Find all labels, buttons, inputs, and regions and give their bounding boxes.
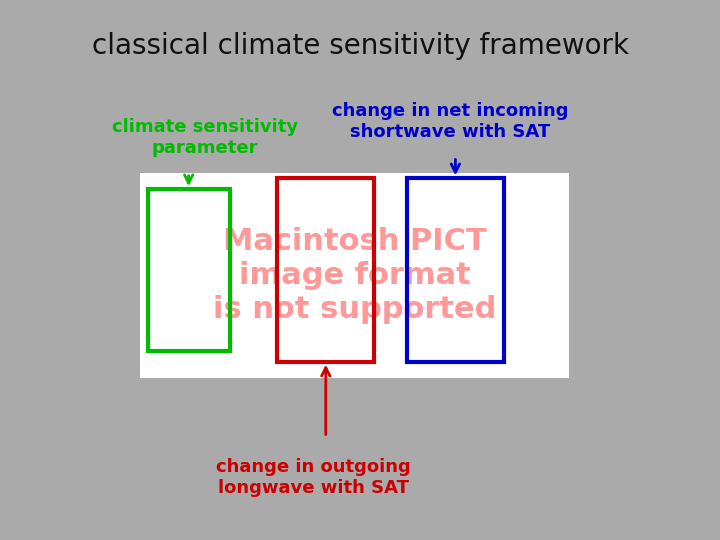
Bar bbox=[407, 178, 504, 362]
Text: climate sensitivity
parameter: climate sensitivity parameter bbox=[112, 118, 298, 157]
Text: classical climate sensitivity framework: classical climate sensitivity framework bbox=[91, 32, 629, 60]
Bar bbox=[277, 178, 374, 362]
Text: change in outgoing
longwave with SAT: change in outgoing longwave with SAT bbox=[216, 458, 410, 497]
Text: change in net incoming
shortwave with SAT: change in net incoming shortwave with SA… bbox=[332, 102, 568, 141]
Text: Macintosh PICT
image format
is not supported: Macintosh PICT image format is not suppo… bbox=[213, 227, 496, 323]
Bar bbox=[140, 173, 569, 378]
Bar bbox=[148, 189, 230, 351]
